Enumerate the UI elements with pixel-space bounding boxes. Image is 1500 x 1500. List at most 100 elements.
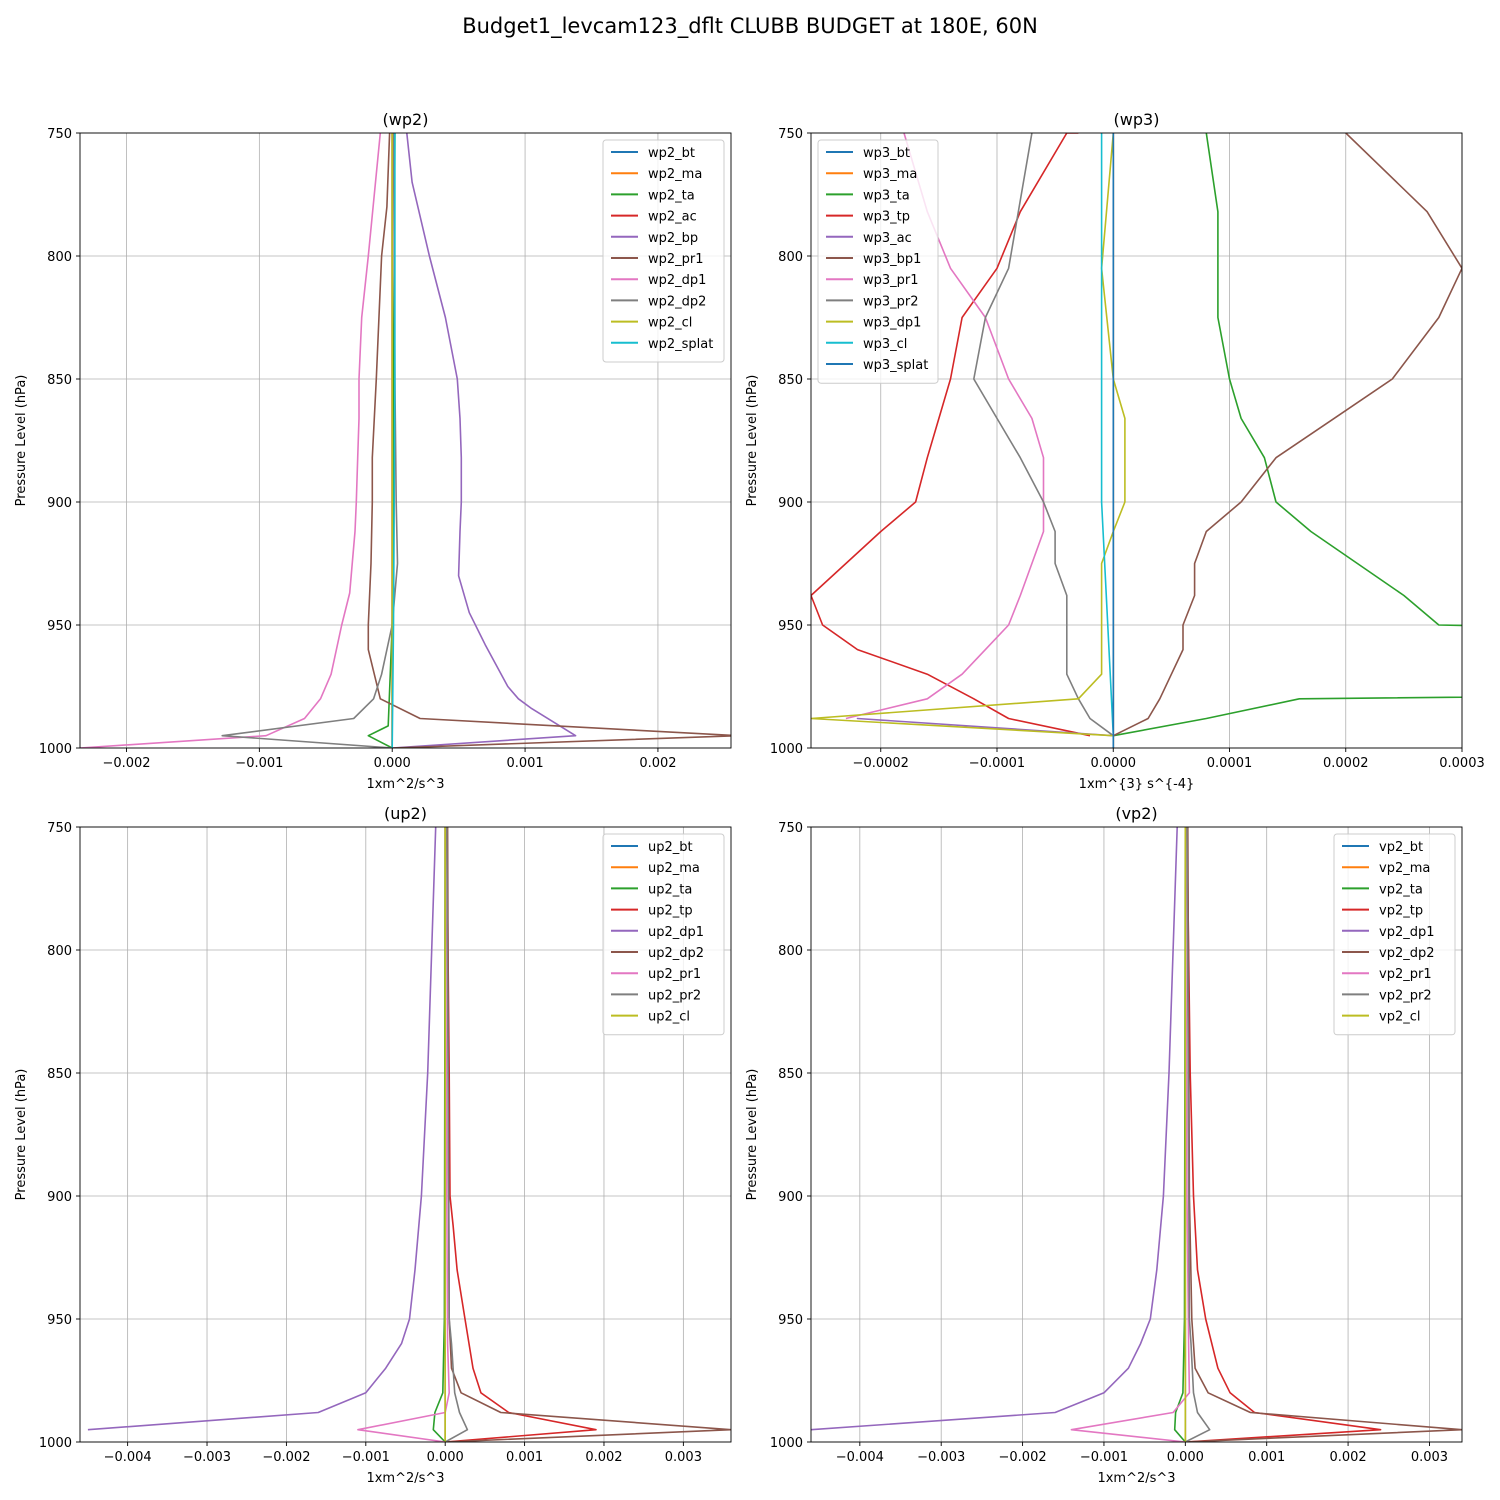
series-group: [87, 827, 731, 1442]
series-group: [811, 827, 1462, 1442]
x-tick-label: −0.004: [836, 1450, 884, 1465]
series-line-wp2_dp2: [221, 133, 399, 748]
legend-label: wp3_dp1: [863, 316, 921, 331]
legend-label: wp2_splat: [648, 337, 713, 352]
series-line-wp2_pr1: [367, 133, 731, 748]
y-axis-label: Pressure Level (hPa): [745, 1069, 760, 1201]
y-tick-label: 850: [47, 373, 72, 388]
series-line-wp3_ac: [856, 717, 1114, 737]
legend-label: wp2_dp1: [648, 273, 706, 288]
series-line-up2_ta: [432, 827, 447, 1442]
legend-label: wp2_ma: [648, 167, 702, 182]
y-tick-label: 900: [778, 496, 803, 511]
x-tick-label: −0.003: [183, 1450, 231, 1465]
series-line-wp3_tp: [811, 133, 1091, 737]
legend: up2_bt up2_ma up2_ta up2_tp up2_dp1 up2_dp2up…: [602, 833, 725, 1036]
series-line-wp3_pr2: [972, 133, 1114, 737]
legend-label: vp2_cl: [1379, 1010, 1420, 1025]
series-line-wp2_ta: [367, 133, 396, 748]
legend-label: wp2_ac: [648, 210, 697, 225]
legend-label: wp2_pr1: [648, 252, 704, 267]
series-line-wp3_cl: [1100, 133, 1115, 736]
y-tick-label: 850: [778, 373, 803, 388]
x-tick-label: −0.0002: [853, 756, 909, 771]
series-line-vp2_pr2: [1184, 827, 1211, 1442]
y-tick-label: 750: [47, 821, 72, 836]
chart-panel-3: −0.004 −0.003 −0.002 −0.001 0.000 0.001 0.002 0…: [745, 804, 1463, 1486]
y-tick-label: 800: [778, 944, 803, 959]
chart-title: (wp2): [383, 110, 429, 129]
legend-label: wp3_pr1: [863, 273, 919, 288]
y-tick-label: 900: [778, 1190, 803, 1205]
x-tick-label: −0.002: [999, 1450, 1047, 1465]
axes-frame: [810, 132, 1463, 749]
x-axis-label: 1xm^2/s^3: [1097, 1471, 1175, 1486]
y-tick-label: 800: [47, 250, 72, 265]
axes-frame: [79, 132, 732, 749]
y-tick-label: 1000: [770, 1436, 803, 1451]
x-axis-label: 1xm^{3} s^{-4}: [1079, 777, 1195, 792]
series-line-up2_dp1: [87, 827, 437, 1431]
legend-label: wp2_dp2: [648, 294, 706, 309]
y-tick-label: 950: [778, 619, 803, 634]
y-axis-label: Pressure Level (hPa): [14, 1069, 29, 1201]
legend-label: vp2_pr1: [1379, 967, 1432, 982]
x-tick-label: 0.001: [506, 756, 543, 771]
legend-label: up2_pr2: [648, 988, 701, 1003]
x-tick-label: 0.002: [585, 1450, 622, 1465]
series-line-vp2_tp: [1185, 827, 1382, 1442]
series-line-vp2_dp1: [811, 827, 1178, 1431]
legend-label: up2_dp1: [648, 925, 704, 940]
y-tick-label: 850: [47, 1067, 72, 1082]
chart-panel-0: −0.002 −0.001 0.000 0.001 0.002 750 800 850 900 9…: [14, 110, 732, 792]
y-tick-label: 950: [47, 1313, 72, 1328]
x-tick-label: 0.0000: [1091, 756, 1137, 771]
chart-panel-2: −0.004 −0.003 −0.002 −0.001 0.000 0.001 0.002 0…: [14, 804, 732, 1486]
x-tick-label: −0.002: [102, 756, 150, 771]
y-tick-label: 900: [47, 1190, 72, 1205]
x-tick-label: −0.001: [1080, 1450, 1128, 1465]
y-tick-label: 1000: [39, 1436, 72, 1451]
x-tick-label: −0.004: [104, 1450, 152, 1465]
axes-frame: [79, 826, 732, 1443]
x-axis-label: 1xm^2/s^3: [366, 1471, 444, 1486]
y-axis-label: Pressure Level (hPa): [745, 375, 760, 507]
legend-label: wp3_pr2: [863, 294, 919, 309]
legend-label: up2_ta: [648, 882, 692, 897]
y-tick-label: 850: [778, 1067, 803, 1082]
legend-label: up2_ma: [648, 861, 700, 876]
x-tick-label: −0.0001: [969, 756, 1025, 771]
series-line-vp2_ta: [1173, 827, 1187, 1442]
chart-title: (up2): [384, 804, 427, 823]
legend-label: wp3_splat: [863, 358, 928, 373]
legend-label: wp3_bp1: [863, 252, 921, 267]
legend-label: wp3_ac: [863, 231, 912, 246]
legend-label: vp2_pr2: [1379, 988, 1432, 1003]
legend-label: vp2_dp2: [1379, 946, 1435, 961]
x-tick-label: 0.003: [1411, 1450, 1448, 1465]
x-tick-label: 0.001: [506, 1450, 543, 1465]
x-tick-label: 0.003: [665, 1450, 702, 1465]
x-tick-label: −0.003: [917, 1450, 965, 1465]
y-axis-label: Pressure Level (hPa): [14, 375, 29, 507]
legend-label: vp2_bt: [1379, 840, 1423, 855]
chart-title: (wp3): [1114, 110, 1160, 129]
legend-label: vp2_tp: [1379, 904, 1423, 919]
chart-panel-1: −0.0002 −0.0001 0.0000 0.0001 0.0002 0.0003 75…: [745, 110, 1485, 792]
x-tick-label: 0.002: [639, 756, 676, 771]
axes-frame: [810, 826, 1463, 1443]
x-tick-label: 0.000: [374, 756, 411, 771]
y-tick-label: 1000: [770, 742, 803, 757]
series-line-wp2_bp: [392, 133, 577, 748]
legend-label: vp2_ma: [1379, 861, 1430, 876]
series-line-wp3_dp1: [811, 133, 1126, 737]
x-tick-label: 0.0002: [1323, 756, 1369, 771]
legend-label: up2_bt: [648, 840, 693, 855]
series-line-wp2_dp1: [80, 133, 382, 748]
series-line-wp3_ta: [1113, 133, 1462, 737]
legend-label: up2_dp2: [648, 946, 704, 961]
legend-label: wp2_cl: [648, 316, 692, 331]
y-tick-label: 750: [778, 127, 803, 142]
x-tick-label: 0.000: [1167, 1450, 1204, 1465]
